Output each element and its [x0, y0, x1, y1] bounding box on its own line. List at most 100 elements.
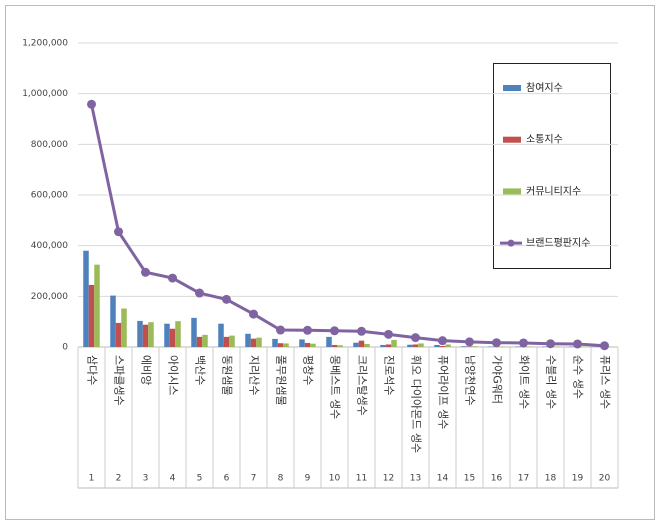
bar: [358, 340, 365, 347]
bar: [331, 344, 338, 347]
legend-label: 브랜드평판지수: [526, 237, 590, 249]
rank-label: 7: [251, 474, 257, 484]
legend-label: 커뮤니티지수: [526, 185, 581, 197]
rank-label: 2: [116, 474, 122, 484]
bar: [137, 320, 143, 347]
bar: [191, 317, 197, 347]
rank-label: 6: [224, 474, 230, 484]
y-tick-label: 400,000: [31, 241, 68, 251]
legend-swatch: [503, 136, 521, 143]
x-tick-label: 진로석수: [383, 355, 396, 395]
x-tick-label: 화이트 생수: [518, 355, 531, 409]
rank-label: 15: [464, 474, 475, 484]
x-tick-label: 스파클생수: [113, 355, 126, 406]
bar: [229, 335, 235, 347]
legend-swatch-marker: [507, 239, 515, 247]
bar: [283, 343, 289, 347]
line: [90, 103, 605, 348]
line-marker: [114, 227, 123, 237]
x-tick-label: 크리스탈생수: [356, 355, 369, 416]
x-tick-label: 풀무원샘물: [275, 355, 288, 406]
bar: [310, 343, 316, 347]
bar: [299, 339, 305, 347]
bar: [272, 338, 278, 347]
bar: [526, 346, 532, 347]
line-marker: [492, 338, 501, 348]
bar: [326, 336, 332, 347]
rank-label: 3: [143, 474, 149, 484]
bar: [461, 346, 467, 347]
line-marker: [519, 338, 528, 348]
bar: [148, 322, 154, 347]
y-tick-label: 1,200,000: [22, 39, 68, 49]
bar: [418, 343, 424, 347]
legend-label: 소통지수: [526, 134, 563, 146]
bar: [542, 346, 548, 347]
x-tick-label: 몽베스트 생수: [329, 355, 342, 419]
rank-label: 4: [170, 474, 176, 484]
bar: [121, 308, 127, 347]
line-marker: [303, 325, 312, 335]
rank-label: 12: [383, 474, 394, 484]
rank-label: 20: [599, 474, 611, 484]
y-tick-label: 1,000,000: [22, 89, 68, 99]
bar: [277, 343, 284, 347]
bar: [218, 323, 224, 347]
line-marker: [330, 326, 339, 336]
line-marker: [546, 339, 555, 349]
bar: [488, 346, 494, 347]
rank-label: 8: [278, 474, 284, 484]
line-marker: [573, 339, 582, 349]
legend-swatch: [503, 85, 521, 91]
line-marker: [141, 267, 150, 277]
bar: [499, 346, 505, 347]
bar: [337, 345, 343, 347]
legend-swatch: [503, 188, 521, 195]
bar: [245, 333, 251, 347]
x-tick-label: 퓨어라이프 생수: [437, 355, 450, 429]
x-tick-label: 순수 생수: [572, 355, 585, 399]
line-marker: [438, 336, 447, 346]
y-tick-label: 200,000: [31, 292, 68, 302]
bar: [580, 346, 586, 347]
rank-label: 10: [329, 474, 341, 484]
rank-label: 9: [305, 474, 311, 484]
x-tick-label: 삼다수: [86, 355, 99, 385]
rank-label: 13: [410, 474, 421, 484]
bar: [250, 338, 257, 347]
line-marker: [195, 288, 204, 298]
y-tick-label: 0: [62, 343, 68, 353]
x-tick-label: 동원샘물: [221, 355, 234, 395]
bar: [88, 284, 95, 347]
bar: [223, 336, 230, 347]
bar: [110, 295, 116, 347]
bar: [142, 324, 149, 347]
line-marker: [249, 309, 258, 319]
x-tick-label: 수블리 생수: [545, 355, 558, 409]
legend-label: 참여지수: [526, 82, 563, 94]
bar: [175, 321, 181, 347]
rank-label: 14: [437, 474, 449, 484]
rank-label: 11: [356, 474, 367, 484]
bar: [164, 323, 170, 347]
line-marker: [87, 99, 96, 109]
bar: [439, 345, 446, 347]
rank-label: 17: [518, 474, 529, 484]
bar: [472, 346, 478, 347]
bar: [412, 344, 419, 347]
grid: [78, 42, 618, 348]
rank-label: 18: [545, 474, 557, 484]
bar: [196, 336, 203, 347]
line-marker: [384, 329, 393, 339]
bar: [445, 344, 451, 347]
x-tick-label: 지리산수: [248, 355, 261, 395]
x-tick-label: 가야G워터: [491, 355, 504, 404]
rank-label: 1: [89, 474, 95, 484]
bar: [353, 342, 359, 347]
x-tick-label: 평창수: [302, 355, 315, 385]
bar: [364, 343, 370, 347]
bar: [515, 346, 521, 347]
bar: [304, 342, 311, 347]
bar: [466, 346, 473, 347]
